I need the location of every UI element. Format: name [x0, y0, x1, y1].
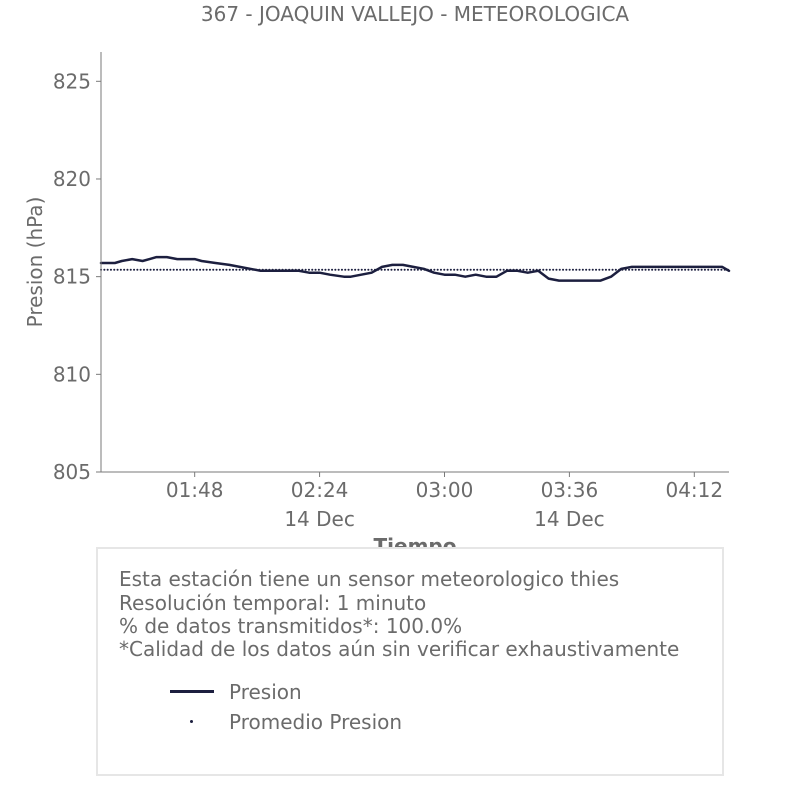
x-tick-label: 04:12 — [665, 478, 723, 502]
x-tick-sublabel: 14 Dec — [284, 507, 355, 531]
y-tick-label: 825 — [53, 69, 91, 93]
y-tick-label: 810 — [53, 362, 91, 386]
y-axis-label: Presion (hPa) — [23, 197, 47, 328]
x-tick-label: 02:24 — [291, 478, 349, 502]
info-transmitted: % de datos transmitidos*: 100.0% — [119, 614, 463, 638]
x-tick-label: 01:48 — [166, 478, 224, 502]
y-axis: 805 810 815 820 825 — [53, 69, 101, 484]
y-tick-label: 805 — [53, 460, 91, 484]
chart-title: 367 - JOAQUIN VALLEJO - METEOROLOGICA — [201, 2, 630, 26]
legend-line-swatch — [170, 690, 214, 693]
series-line-presion — [99, 255, 731, 282]
info-resolution: Resolución temporal: 1 minuto — [119, 591, 427, 615]
plot-area — [99, 255, 731, 282]
info-box: Esta estación tiene un sensor meteorolog… — [96, 547, 724, 776]
legend-label: Presion — [229, 680, 302, 704]
legend-dot-swatch — [190, 720, 193, 723]
y-tick-label: 820 — [53, 167, 91, 191]
pressure-chart: 367 - JOAQUIN VALLEJO - METEOROLOGICA Pr… — [23, 2, 731, 558]
x-tick-label: 03:36 — [541, 478, 599, 502]
legend-label: Promedio Presion — [229, 710, 403, 734]
info-sensor: Esta estación tiene un sensor meteorolog… — [119, 567, 620, 591]
info-quality-note: *Calidad de los datos aún sin verificar … — [119, 637, 680, 661]
x-axis: 01:48 02:24 14 Dec 03:00 03:36 14 Dec 04:12 — [166, 472, 723, 531]
x-tick-sublabel: 14 Dec — [534, 507, 605, 531]
x-tick-label: 03:00 — [416, 478, 474, 502]
y-tick-label: 815 — [53, 265, 91, 289]
